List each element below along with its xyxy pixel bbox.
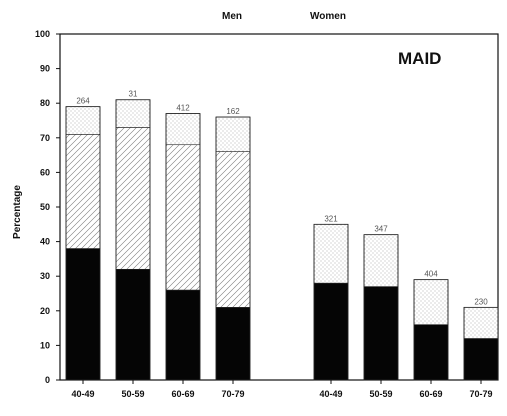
- bar-segment-solid: [313, 282, 349, 381]
- y-axis-label: Percentage: [12, 185, 23, 239]
- bar-segment-solid: [115, 268, 151, 381]
- bar-women-50-59: 347: [363, 225, 399, 381]
- bar-segment-solid: [215, 307, 251, 381]
- bar-segment-dotted: [215, 116, 251, 152]
- y-tick-label: 70: [40, 133, 50, 143]
- x-tick-label: 50-59: [121, 389, 144, 399]
- x-tick-label: 60-69: [171, 389, 194, 399]
- bar-segment-dotted: [363, 234, 399, 287]
- y-tick-label: 10: [40, 340, 50, 350]
- x-axis: 40-49 50-59 60-69 70-79 40-49 50-59 60-69 70-79: [71, 380, 493, 399]
- bar-segment-dotted: [165, 113, 201, 146]
- bar-segment-solid: [363, 286, 399, 381]
- bar-segment-solid: [165, 289, 201, 381]
- x-tick-label: 40-49: [71, 389, 94, 399]
- bar-segment-dotted: [313, 224, 349, 284]
- y-tick-label: 0: [45, 375, 50, 385]
- x-tick-label: 70-79: [221, 389, 244, 399]
- bar-segment-dotted: [463, 307, 499, 339]
- bar-segment-dotted: [65, 106, 101, 135]
- y-tick-label: 40: [40, 237, 50, 247]
- y-tick-label: 30: [40, 271, 50, 281]
- bars: 264 31 412 162 321 347 404 230: [65, 90, 499, 381]
- bar-top-label: 321: [324, 214, 338, 223]
- bar-top-label: 404: [424, 270, 438, 279]
- chart-title: MAID: [398, 49, 441, 68]
- y-tick-label: 100: [35, 29, 50, 39]
- group-label-men: Men: [222, 11, 242, 22]
- bar-segment-solid: [413, 324, 449, 381]
- bar-segment-dotted: [115, 99, 151, 128]
- bar-women-70-79: 230: [463, 297, 499, 381]
- y-tick-label: 80: [40, 98, 50, 108]
- bar-men-60-69: 412: [165, 104, 201, 381]
- bar-segment-hatched: [115, 127, 151, 270]
- bar-men-40-49: 264: [65, 97, 101, 381]
- x-tick-label: 50-59: [369, 389, 392, 399]
- bar-top-label: 31: [129, 90, 138, 99]
- x-tick-label: 70-79: [469, 389, 492, 399]
- bar-women-40-49: 321: [313, 214, 349, 381]
- bar-segment-dotted: [413, 279, 449, 325]
- group-label-women: Women: [310, 11, 346, 22]
- y-tick-label: 60: [40, 167, 50, 177]
- y-tick-label: 50: [40, 202, 50, 212]
- bar-men-70-79: 162: [215, 107, 251, 381]
- bar-segment-solid: [463, 338, 499, 381]
- x-tick-label: 40-49: [319, 389, 342, 399]
- y-axis: 0 10 20 30 40 50 60 70 80 90 100: [35, 29, 60, 385]
- bar-men-50-59: 31: [115, 90, 151, 381]
- bar-segment-hatched: [65, 134, 101, 249]
- y-tick-label: 20: [40, 306, 50, 316]
- bar-top-label: 230: [474, 297, 488, 306]
- bar-segment-hatched: [215, 151, 251, 308]
- bar-segment-solid: [65, 248, 101, 381]
- bar-top-label: 264: [76, 97, 90, 106]
- y-tick-label: 90: [40, 64, 50, 74]
- bar-top-label: 162: [226, 107, 240, 116]
- bar-top-label: 347: [374, 225, 388, 234]
- x-tick-label: 60-69: [419, 389, 442, 399]
- bar-women-60-69: 404: [413, 270, 449, 381]
- bar-top-label: 412: [176, 104, 190, 113]
- bar-segment-hatched: [165, 144, 201, 291]
